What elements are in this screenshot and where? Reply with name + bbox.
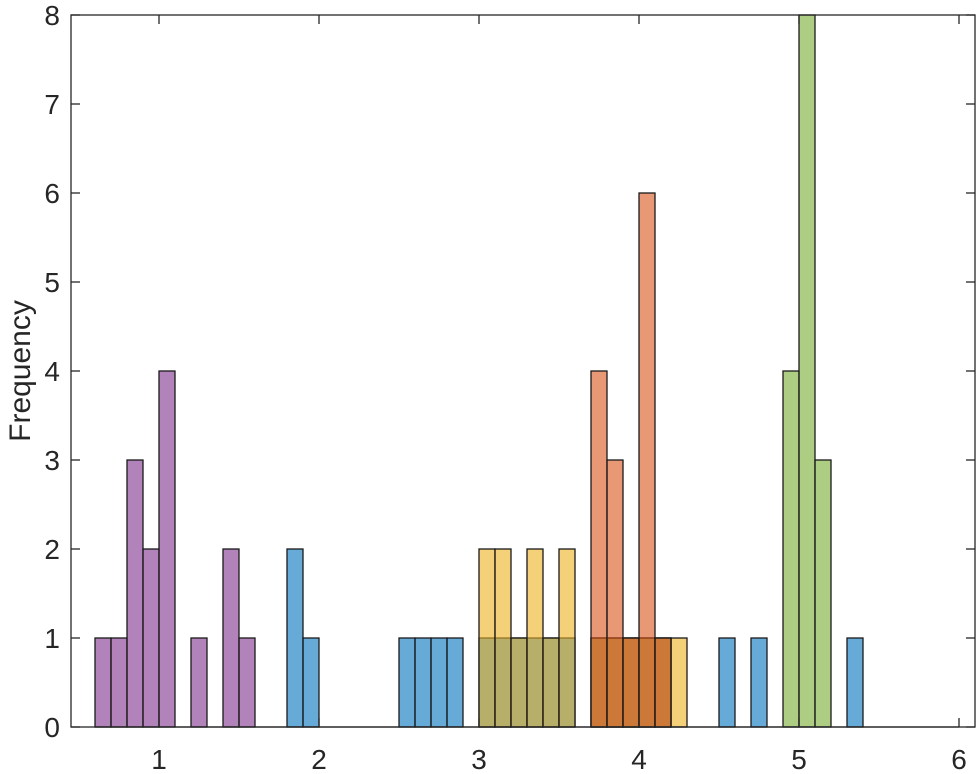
histogram-bar-series-2-bin-19 <box>750 637 768 728</box>
histogram-bar-series-2-bin-3 <box>398 637 416 728</box>
x-tick-label-5: 5 <box>791 744 807 774</box>
histogram-bar-series-2-bin-2 <box>302 637 320 728</box>
histogram-bar-series-4-bin-3 <box>622 637 640 728</box>
y-tick-label-1: 1 <box>44 623 60 654</box>
histogram-bar-series-3-bin-2 <box>494 548 512 728</box>
histogram-bar-series-3-bin-12 <box>670 637 688 728</box>
histogram-bar-series-1-bin-7 <box>222 548 240 728</box>
histogram-bar-series-1-bin-2 <box>110 637 128 728</box>
histogram-bar-series-2-bin-20 <box>846 637 864 728</box>
y-tick-label-0: 0 <box>44 712 60 743</box>
histogram-bar-series-1-bin-5 <box>158 370 176 728</box>
histogram-bar-series-3-bin-4 <box>526 548 544 728</box>
histogram-bar-series-1-bin-1 <box>94 637 112 728</box>
y-tick-label-7: 7 <box>44 89 60 120</box>
histogram-bar-series-5-bin-2 <box>798 14 816 728</box>
y-tick-label-5: 5 <box>44 267 60 298</box>
ticks-group: 1 2 3 4 5 6 0 1 2 3 4 5 6 7 8 <box>44 0 975 774</box>
histogram-bar-series-3-bin-1 <box>478 548 496 728</box>
y-tick-label-8: 8 <box>44 0 60 31</box>
x-tick-label-4: 4 <box>631 744 647 774</box>
histogram-bar-series-4-bin-2 <box>606 459 624 728</box>
x-tick-label-3: 3 <box>471 744 487 774</box>
histogram-bar-series-5-bin-1 <box>782 370 800 728</box>
histogram-bar-series-3-bin-5 <box>542 637 560 728</box>
y-tick-label-2: 2 <box>44 534 60 565</box>
histogram-bar-series-1-bin-8 <box>238 637 256 728</box>
y-tick-label-4: 4 <box>44 356 60 387</box>
histogram-bar-series-3-bin-6 <box>558 548 576 728</box>
y-tick-label-6: 6 <box>44 178 60 209</box>
histogram-bar-series-2-bin-4 <box>414 637 432 728</box>
histogram-bar-series-2-bin-5 <box>430 637 448 728</box>
x-tick-label-1: 1 <box>151 744 167 774</box>
histogram-bar-series-1-bin-6 <box>190 637 208 728</box>
histogram-bar-series-5-bin-3 <box>814 459 832 728</box>
x-tick-label-2: 2 <box>311 744 327 774</box>
x-tick-label-6: 6 <box>951 744 967 774</box>
histogram-bar-series-4-bin-5 <box>654 637 672 728</box>
histogram-bar-series-3-bin-3 <box>510 637 528 728</box>
histogram-bar-series-4-bin-4 <box>638 192 656 728</box>
histogram-bar-series-2-bin-18 <box>718 637 736 728</box>
y-axis-title: Frequency <box>4 300 37 442</box>
histogram-bar-series-4-bin-1 <box>590 370 608 728</box>
histogram-bar-series-1-bin-4 <box>142 548 160 728</box>
y-tick-label-3: 3 <box>44 445 60 476</box>
histogram-bar-series-2-bin-1 <box>286 548 304 728</box>
histogram-bar-series-1-bin-3 <box>126 459 144 728</box>
plot-background <box>71 15 975 727</box>
histogram-bar-series-2-bin-6 <box>446 637 464 728</box>
